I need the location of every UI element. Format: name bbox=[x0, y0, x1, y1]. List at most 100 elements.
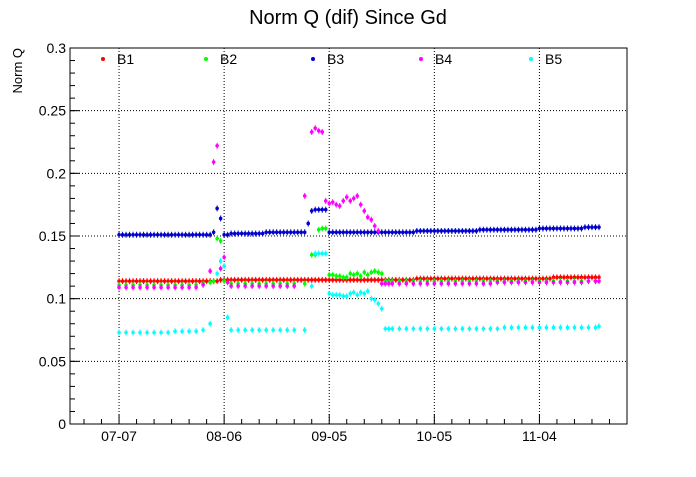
data-point bbox=[180, 279, 184, 283]
data-point bbox=[516, 227, 521, 232]
data-point bbox=[117, 279, 121, 283]
data-point bbox=[264, 230, 268, 235]
data-point bbox=[159, 279, 163, 283]
data-point bbox=[334, 230, 339, 235]
y-tick-label: 0.2 bbox=[47, 165, 67, 181]
data-point bbox=[243, 328, 247, 332]
data-point bbox=[155, 279, 160, 283]
data-point bbox=[138, 285, 142, 290]
data-point bbox=[218, 266, 223, 271]
data-point bbox=[474, 281, 479, 286]
data-point bbox=[425, 229, 430, 233]
data-point bbox=[586, 275, 591, 280]
data-point bbox=[162, 232, 167, 237]
data-point bbox=[274, 230, 279, 235]
data-point bbox=[436, 276, 440, 281]
data-point bbox=[229, 328, 233, 332]
data-point bbox=[253, 231, 258, 236]
data-point bbox=[390, 326, 395, 331]
data-point bbox=[520, 276, 524, 281]
data-point bbox=[271, 230, 275, 235]
data-point bbox=[134, 279, 139, 283]
data-point bbox=[281, 230, 286, 235]
data-point bbox=[590, 275, 594, 280]
data-point bbox=[351, 196, 356, 201]
data-point bbox=[488, 281, 493, 286]
data-point bbox=[471, 276, 475, 281]
data-point bbox=[337, 274, 342, 278]
data-point bbox=[281, 278, 286, 282]
data-point bbox=[306, 278, 311, 282]
data-point bbox=[572, 226, 577, 231]
data-point bbox=[267, 230, 272, 235]
data-point bbox=[379, 230, 384, 235]
data-point bbox=[495, 227, 500, 232]
data-point bbox=[425, 326, 430, 331]
data-point bbox=[527, 276, 531, 281]
data-point bbox=[376, 278, 381, 282]
data-point bbox=[323, 278, 328, 282]
data-point bbox=[551, 325, 556, 330]
data-point bbox=[134, 232, 139, 237]
data-point bbox=[313, 251, 318, 256]
data-point bbox=[383, 230, 388, 235]
data-point bbox=[418, 281, 423, 286]
data-point bbox=[397, 281, 402, 286]
data-point bbox=[313, 126, 318, 131]
data-point bbox=[260, 231, 265, 236]
data-point bbox=[422, 276, 426, 281]
data-point bbox=[257, 284, 261, 288]
legend-item-b4: B4 bbox=[419, 51, 452, 67]
data-point bbox=[358, 290, 363, 295]
data-point bbox=[344, 230, 349, 235]
data-point bbox=[439, 326, 444, 331]
data-point bbox=[583, 275, 587, 280]
data-point bbox=[194, 329, 198, 334]
data-point bbox=[169, 232, 174, 237]
data-point bbox=[183, 279, 188, 283]
data-point bbox=[365, 230, 370, 235]
data-point bbox=[138, 279, 142, 283]
data-point bbox=[302, 194, 307, 198]
data-point bbox=[386, 281, 391, 286]
data-point bbox=[432, 229, 437, 233]
x-tick-label: 09-05 bbox=[311, 428, 347, 444]
data-point bbox=[243, 231, 247, 236]
data-point bbox=[145, 232, 149, 237]
data-point bbox=[229, 278, 233, 282]
data-point bbox=[485, 227, 489, 232]
data-point bbox=[369, 217, 374, 222]
data-point bbox=[351, 290, 356, 295]
data-point bbox=[471, 229, 475, 233]
y-tick-label: 0.1 bbox=[47, 291, 67, 307]
data-point bbox=[344, 294, 349, 298]
data-point bbox=[467, 326, 472, 331]
data-point bbox=[271, 328, 275, 332]
data-point bbox=[481, 281, 486, 286]
data-point bbox=[467, 229, 472, 233]
data-point bbox=[211, 160, 216, 164]
y-tick-label: 0 bbox=[58, 416, 66, 432]
data-point bbox=[379, 278, 384, 282]
data-point bbox=[299, 278, 304, 282]
data-point bbox=[337, 230, 342, 235]
series-b4 bbox=[117, 125, 601, 291]
data-point bbox=[495, 280, 500, 285]
data-point bbox=[285, 328, 289, 332]
legend-marker bbox=[529, 57, 533, 61]
legend-label: B2 bbox=[220, 51, 237, 67]
data-point bbox=[386, 326, 391, 331]
data-point bbox=[141, 279, 146, 283]
data-point bbox=[355, 194, 360, 198]
data-point bbox=[555, 226, 559, 231]
data-point bbox=[411, 281, 416, 286]
legend-marker bbox=[419, 57, 423, 61]
data-point bbox=[478, 276, 482, 281]
data-point bbox=[365, 273, 370, 277]
data-point bbox=[376, 301, 381, 306]
data-point bbox=[593, 225, 598, 230]
data-point bbox=[422, 229, 426, 233]
data-point bbox=[509, 227, 514, 232]
data-point bbox=[523, 227, 528, 232]
data-point bbox=[523, 280, 528, 285]
